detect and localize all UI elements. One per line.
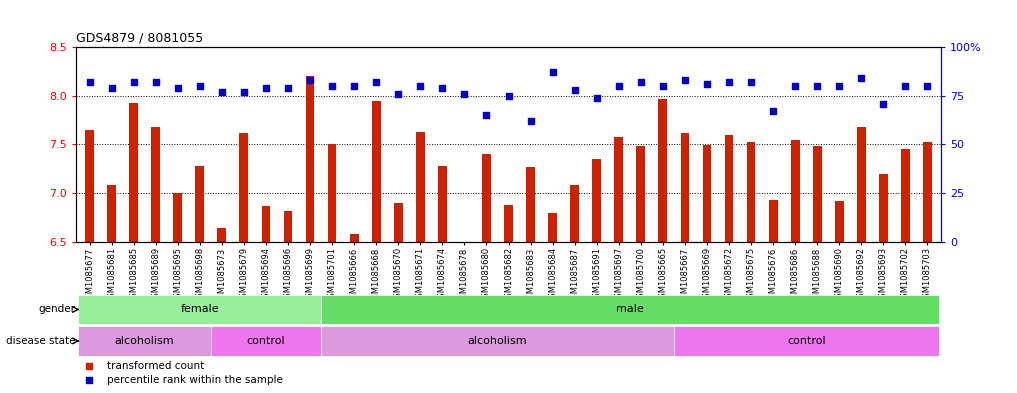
Bar	[85, 130, 94, 242]
Point	[544, 69, 560, 75]
Point	[434, 85, 451, 91]
Text: alcoholism: alcoholism	[468, 336, 527, 346]
Bar	[438, 166, 446, 242]
Point	[391, 91, 407, 97]
Bar	[680, 133, 690, 242]
Point	[280, 85, 296, 91]
Bar	[637, 146, 645, 242]
Point	[104, 85, 120, 91]
Point	[589, 95, 605, 101]
Point	[743, 79, 760, 85]
Text: female: female	[180, 305, 219, 314]
Bar	[813, 146, 822, 242]
Point	[478, 112, 494, 118]
Point	[302, 77, 318, 83]
Bar	[526, 167, 535, 242]
Bar	[239, 133, 248, 242]
Bar	[218, 228, 226, 242]
Bar	[394, 203, 403, 242]
Point	[412, 83, 428, 89]
Point	[655, 83, 671, 89]
Point	[810, 83, 826, 89]
Point	[346, 83, 362, 89]
Text: gender: gender	[39, 305, 76, 314]
Bar	[791, 140, 799, 242]
Point	[676, 77, 693, 83]
Text: alcoholism: alcoholism	[115, 336, 175, 346]
Point	[125, 79, 141, 85]
Bar	[658, 99, 667, 242]
Bar	[416, 132, 425, 242]
Point	[765, 108, 781, 114]
Bar	[321, 295, 939, 324]
Bar	[746, 143, 756, 242]
Point	[831, 83, 847, 89]
Point	[633, 79, 649, 85]
Text: male: male	[616, 305, 644, 314]
Point	[853, 75, 870, 81]
Bar	[857, 127, 865, 242]
Bar	[306, 76, 314, 242]
Point	[81, 363, 98, 369]
Bar	[703, 145, 711, 242]
Bar	[923, 143, 932, 242]
Bar	[504, 205, 513, 242]
Point	[147, 79, 164, 85]
Point	[787, 83, 803, 89]
Bar	[372, 101, 380, 242]
Point	[500, 93, 517, 99]
Bar	[107, 185, 116, 242]
Bar	[674, 326, 939, 356]
Point	[457, 91, 473, 97]
Point	[324, 83, 341, 89]
Bar	[211, 326, 321, 356]
Bar	[129, 103, 138, 242]
Point	[721, 79, 737, 85]
Bar	[901, 149, 910, 242]
Point	[897, 83, 913, 89]
Bar	[482, 154, 491, 242]
Bar	[195, 166, 204, 242]
Bar	[284, 211, 293, 242]
Bar	[614, 137, 623, 242]
Point	[191, 83, 207, 89]
Point	[236, 89, 252, 95]
Text: transformed count: transformed count	[107, 362, 203, 371]
Bar	[78, 295, 321, 324]
Text: percentile rank within the sample: percentile rank within the sample	[107, 375, 283, 385]
Text: GDS4879 / 8081055: GDS4879 / 8081055	[76, 31, 203, 44]
Point	[876, 101, 892, 107]
Bar	[78, 326, 211, 356]
Bar	[321, 326, 674, 356]
Bar	[592, 159, 601, 242]
Point	[368, 79, 384, 85]
Point	[81, 377, 98, 384]
Point	[610, 83, 626, 89]
Text: disease state: disease state	[6, 336, 76, 346]
Text: control: control	[246, 336, 285, 346]
Bar	[835, 201, 844, 242]
Point	[257, 85, 274, 91]
Point	[170, 85, 186, 91]
Point	[919, 83, 936, 89]
Bar	[548, 213, 557, 242]
Text: control: control	[787, 336, 826, 346]
Point	[523, 118, 539, 124]
Bar	[724, 135, 733, 242]
Point	[699, 81, 715, 87]
Bar	[327, 144, 337, 242]
Point	[81, 79, 98, 85]
Bar	[879, 174, 888, 242]
Bar	[261, 206, 271, 242]
Point	[566, 87, 583, 93]
Bar	[173, 193, 182, 242]
Point	[214, 89, 230, 95]
Bar	[350, 234, 359, 242]
Bar	[152, 127, 160, 242]
Bar	[769, 200, 778, 242]
Bar	[571, 185, 579, 242]
